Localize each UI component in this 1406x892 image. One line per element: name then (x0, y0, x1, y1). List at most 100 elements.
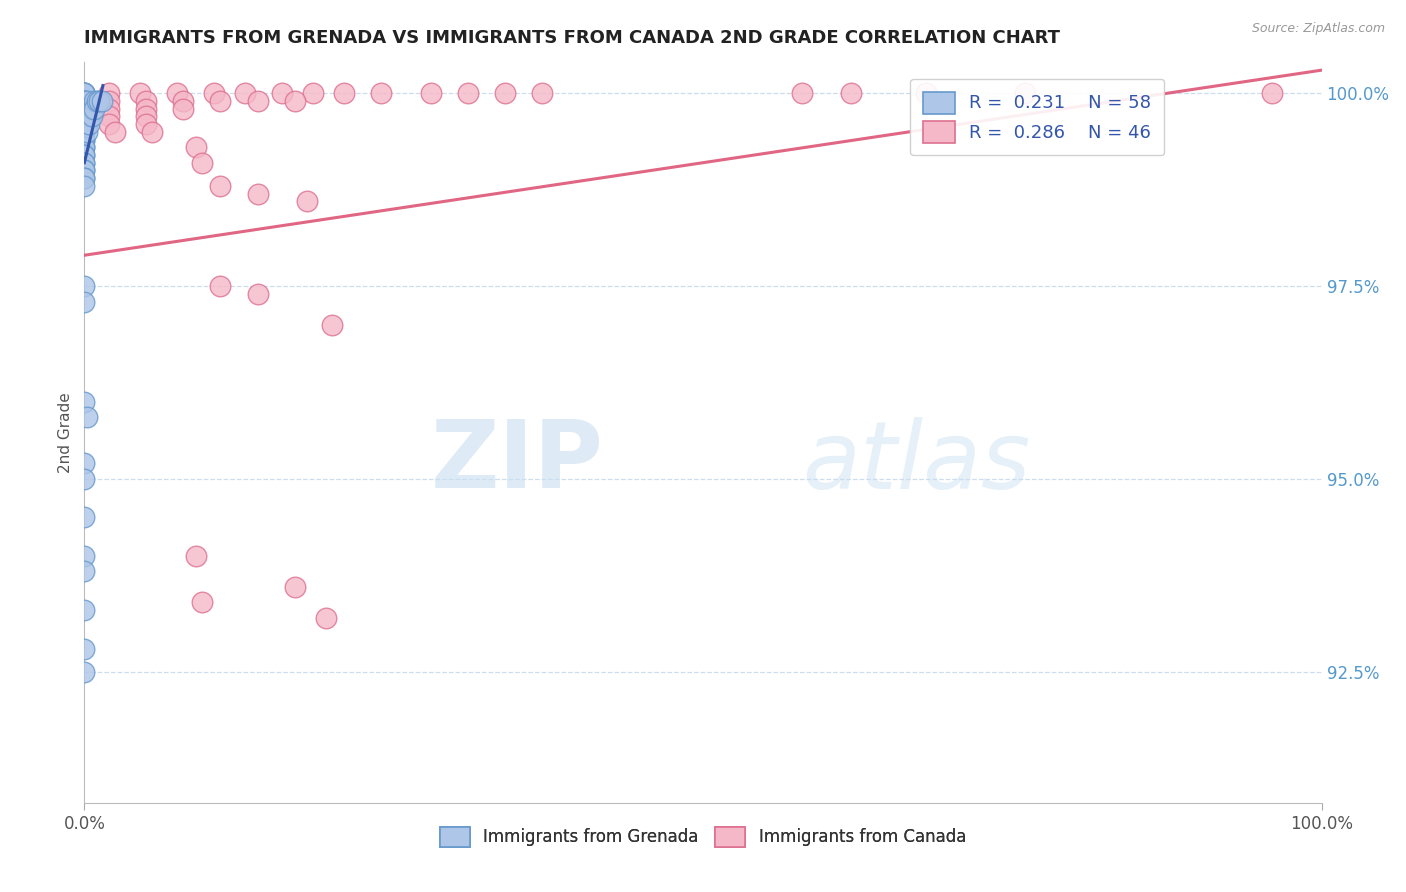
Y-axis label: 2nd Grade: 2nd Grade (58, 392, 73, 473)
Point (79, 110, 101, 124)
Point (73, 94, 96, 108)
Point (76, 94, 98, 108)
Point (73, 117, 96, 131)
Point (73, 132, 96, 146)
Point (83, 102, 105, 116)
Point (73, 279, 96, 293)
Point (494, 87, 516, 101)
Point (86, 94, 108, 108)
Text: atlas: atlas (801, 417, 1031, 508)
Point (73, 102, 96, 116)
Point (73, 565, 96, 579)
Point (321, 318, 343, 332)
Point (209, 279, 232, 293)
Point (73, 94, 96, 108)
Point (209, 94, 232, 108)
Point (457, 87, 479, 101)
Text: Source: ZipAtlas.com: Source: ZipAtlas.com (1251, 22, 1385, 36)
Point (73, 110, 96, 124)
Point (98, 94, 121, 108)
Point (76, 410, 98, 425)
Point (73, 87, 96, 101)
Point (89, 94, 111, 108)
Point (1261, 87, 1284, 101)
Point (73, 117, 96, 131)
Point (202, 87, 225, 101)
Point (246, 94, 269, 108)
Point (80, 110, 103, 124)
Point (73, 125, 96, 139)
Point (246, 286, 269, 301)
Point (135, 117, 157, 131)
Point (73, 472, 96, 486)
Point (73, 163, 96, 178)
Point (172, 102, 194, 116)
Point (129, 87, 152, 101)
Point (76, 110, 98, 124)
Point (73, 110, 96, 124)
Point (333, 87, 356, 101)
Point (79, 102, 101, 116)
Point (76, 102, 98, 116)
Point (98, 87, 121, 101)
Point (73, 140, 96, 154)
Point (295, 194, 318, 209)
Point (73, 294, 96, 309)
Point (73, 148, 96, 162)
Point (1014, 87, 1036, 101)
Point (284, 580, 307, 594)
Point (370, 87, 392, 101)
Point (79, 117, 101, 131)
Point (98, 110, 121, 124)
Point (73, 155, 96, 169)
Point (284, 94, 307, 108)
Point (73, 102, 96, 116)
Point (76, 117, 98, 131)
Point (73, 171, 96, 186)
Point (73, 125, 96, 139)
Point (246, 186, 269, 201)
Point (73, 457, 96, 471)
Legend: Immigrants from Grenada, Immigrants from Canada: Immigrants from Grenada, Immigrants from… (433, 820, 973, 854)
Point (73, 94, 96, 108)
Point (315, 610, 337, 624)
Point (73, 665, 96, 679)
Point (531, 87, 554, 101)
Point (73, 87, 96, 101)
Point (271, 87, 294, 101)
Point (73, 178, 96, 193)
Point (209, 178, 232, 193)
Point (135, 110, 157, 124)
Point (73, 394, 96, 409)
Point (73, 163, 96, 178)
Text: IMMIGRANTS FROM GRENADA VS IMMIGRANTS FROM CANADA 2ND GRADE CORRELATION CHART: IMMIGRANTS FROM GRENADA VS IMMIGRANTS FR… (84, 29, 1060, 47)
Point (166, 87, 188, 101)
Point (141, 125, 163, 139)
Point (73, 140, 96, 154)
Point (73, 117, 96, 131)
Point (73, 148, 96, 162)
Point (73, 87, 96, 101)
Point (73, 110, 96, 124)
Point (73, 549, 96, 563)
Point (73, 171, 96, 186)
Point (73, 87, 96, 101)
Point (73, 155, 96, 169)
Point (191, 595, 214, 609)
Point (76, 125, 98, 139)
Point (184, 549, 207, 563)
Point (104, 125, 127, 139)
Point (191, 155, 214, 169)
Point (90, 94, 112, 108)
Point (80, 102, 103, 116)
Point (302, 87, 325, 101)
Point (233, 87, 256, 101)
Point (73, 641, 96, 656)
Point (73, 510, 96, 524)
Point (172, 94, 194, 108)
Point (98, 102, 121, 116)
Point (83, 94, 105, 108)
Text: ZIP: ZIP (432, 417, 605, 508)
Point (135, 102, 157, 116)
Point (73, 603, 96, 617)
